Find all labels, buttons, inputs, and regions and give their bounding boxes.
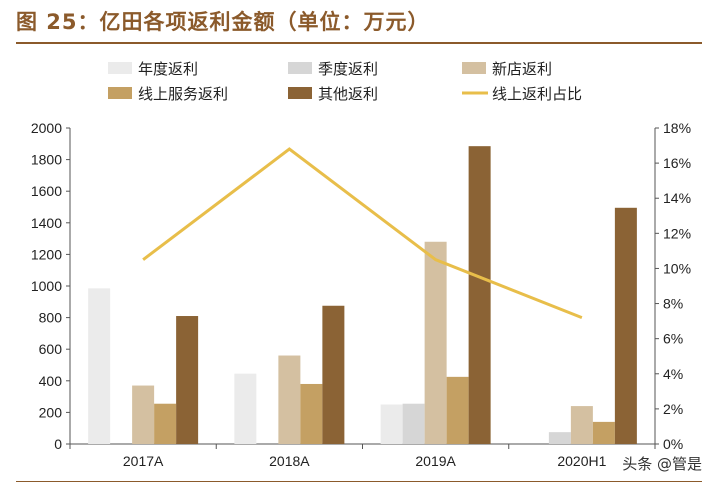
bar-1-2 xyxy=(234,373,257,444)
bar-5-3 xyxy=(468,146,491,445)
bar-4-4 xyxy=(592,421,615,444)
watermark-label: 头条 @管是 xyxy=(618,452,706,475)
y-right-tick-label-3: 6% xyxy=(663,331,683,347)
line-series-1 xyxy=(142,147,583,319)
bar-5-4 xyxy=(614,207,637,444)
y-right-tick-label-1: 2% xyxy=(663,401,683,417)
legend-label-1: 年度返利 xyxy=(138,60,198,78)
legend-swatch-5 xyxy=(288,87,312,99)
legend-swatch-1 xyxy=(108,62,132,74)
legend-label-5: 其他返利 xyxy=(318,85,378,103)
y-left-tick-label-9: 1800 xyxy=(31,152,62,168)
y-left-tick-label-5: 1000 xyxy=(31,278,62,294)
title-divider xyxy=(16,42,702,44)
y-right-tick-label-8: 16% xyxy=(663,155,691,171)
legend-label-2: 季度返利 xyxy=(318,60,378,78)
legend-swatch-4 xyxy=(108,87,132,99)
bar-1-1 xyxy=(88,288,111,444)
legend-label-3: 新店返利 xyxy=(492,60,552,78)
y-right-tick-label-5: 10% xyxy=(663,260,691,276)
legend-label-6: 线上返利占比 xyxy=(492,85,582,103)
y-left-tick-label-7: 1400 xyxy=(31,215,62,231)
bar-3-4 xyxy=(570,406,593,444)
bar-3-1 xyxy=(132,385,155,444)
y-left-tick-label-4: 800 xyxy=(39,310,63,326)
y-left-tick-label-3: 600 xyxy=(39,341,63,357)
x-tick-label-2: 2018A xyxy=(269,453,310,469)
bar-3-2 xyxy=(278,355,301,444)
bar-5-2 xyxy=(322,305,345,444)
x-tick-label-1: 2017A xyxy=(123,453,164,469)
bar-5-1 xyxy=(176,316,199,444)
bar-1-3 xyxy=(380,404,403,444)
y-right-tick-label-7: 14% xyxy=(663,190,691,206)
y-right-tick-label-4: 8% xyxy=(663,296,683,312)
y-right-tick-label-2: 4% xyxy=(663,366,683,382)
bar-4-3 xyxy=(446,376,469,444)
y-left-tick-label-0: 0 xyxy=(54,436,62,452)
y-left-tick-label-2: 400 xyxy=(39,373,63,389)
legend-swatch-2 xyxy=(288,62,312,74)
y-right-tick-label-0: 0% xyxy=(663,436,683,452)
legend-swatch-3 xyxy=(462,62,486,74)
y-right-tick-label-9: 18% xyxy=(663,120,691,136)
y-left-tick-label-1: 200 xyxy=(39,404,63,420)
bar-4-2 xyxy=(300,383,323,444)
bar-2-4 xyxy=(548,432,571,444)
bar-2-3 xyxy=(402,403,425,444)
bar-4-1 xyxy=(154,403,177,444)
legend-label-4: 线上服务返利 xyxy=(138,85,228,103)
x-tick-label-3: 2019A xyxy=(415,453,456,469)
y-left-tick-label-10: 2000 xyxy=(31,120,62,136)
x-tick-label-4: 2020H1 xyxy=(557,453,606,469)
y-left-tick-label-6: 1200 xyxy=(31,246,62,262)
y-left-tick-label-8: 1600 xyxy=(31,183,62,199)
y-right-tick-label-6: 12% xyxy=(663,225,691,241)
bottom-divider xyxy=(16,481,702,482)
bar-3-3 xyxy=(424,241,447,444)
chart-title: 图 25：亿田各项返利金额（单位：万元） xyxy=(16,10,430,34)
